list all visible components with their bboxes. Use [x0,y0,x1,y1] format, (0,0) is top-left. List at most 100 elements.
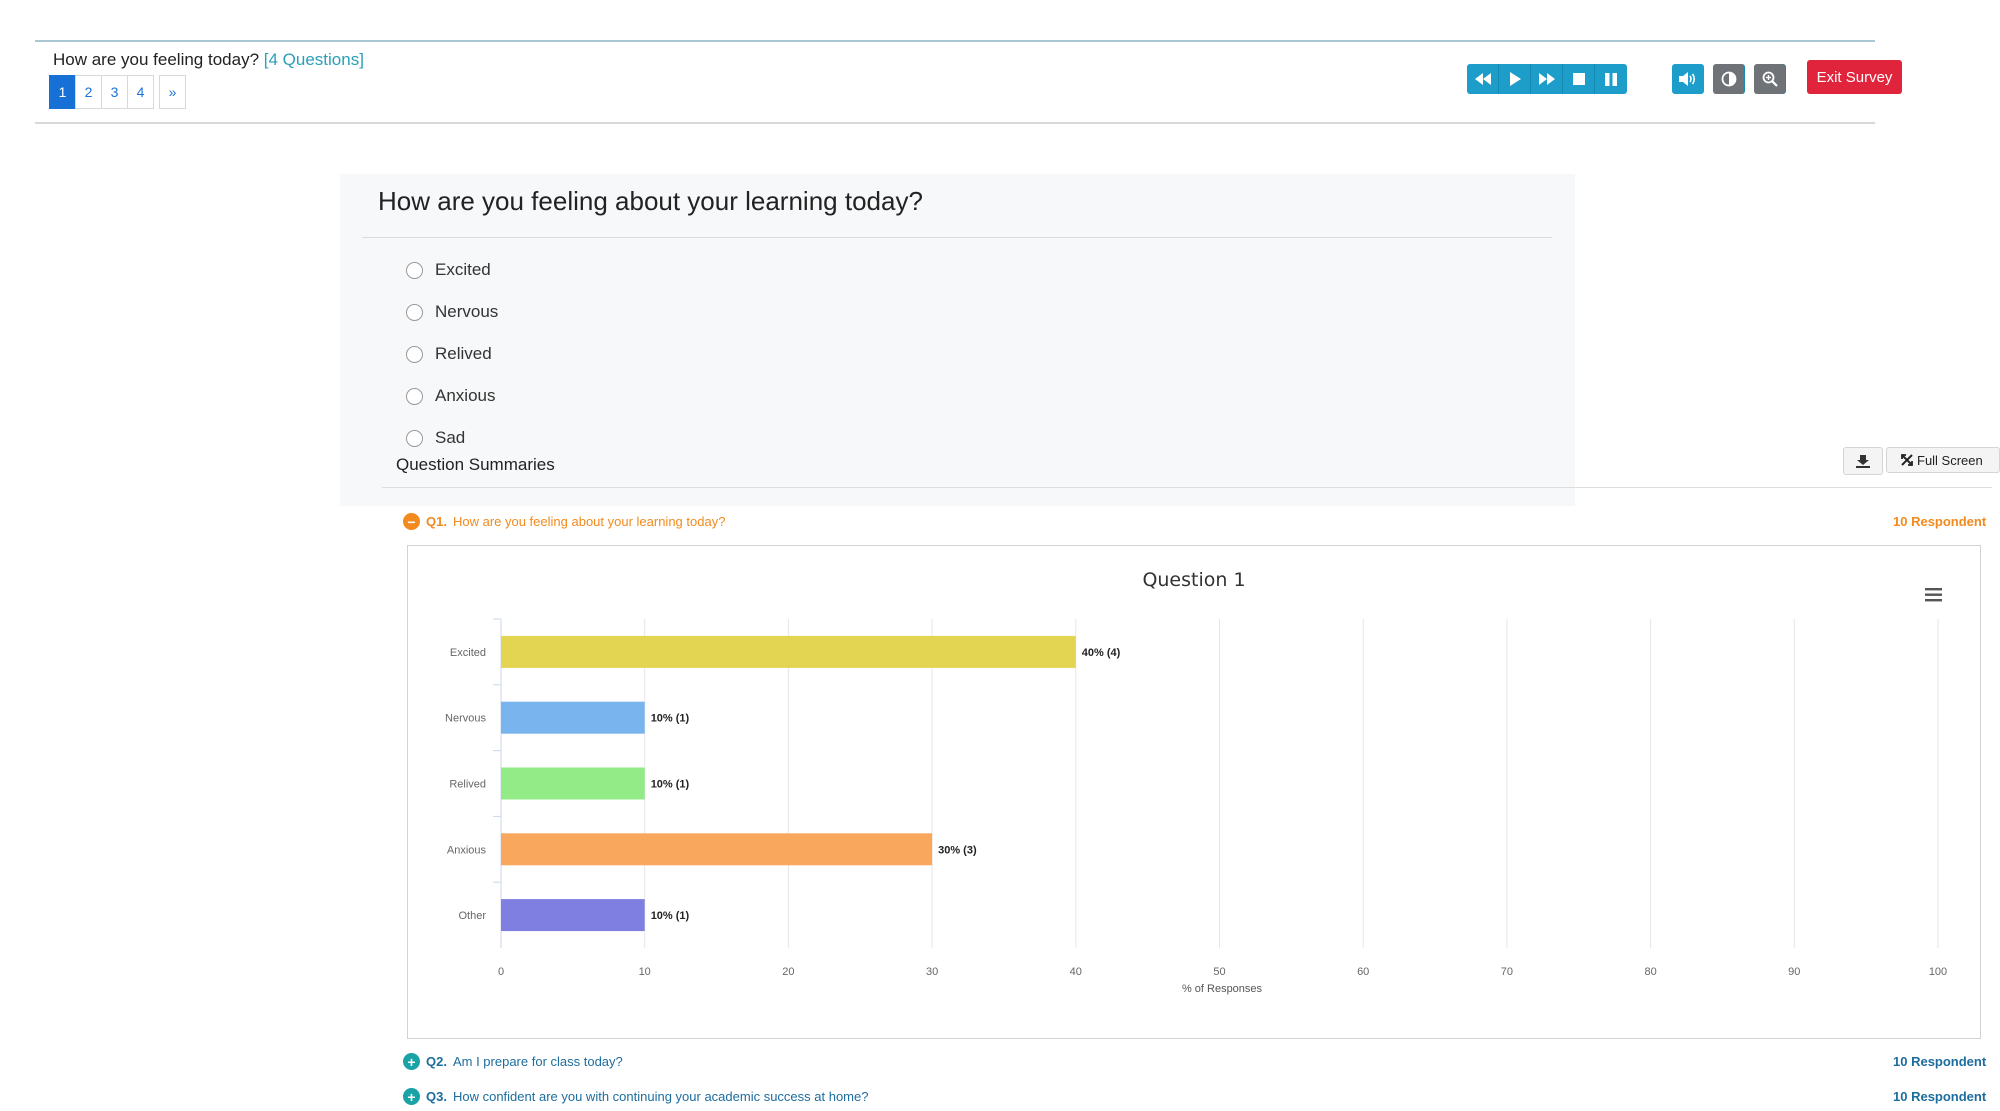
summary-q1-toggle[interactable]: − Q1. How are you feeling about your lea… [403,513,725,530]
fast-forward-icon [1538,73,1555,85]
stop-button[interactable] [1563,64,1595,94]
divider [382,487,1992,488]
chart-title: Question 1 [1142,569,1245,591]
bar-data-label: 10% (1) [651,779,690,791]
rewind-icon [1474,73,1491,85]
summary-q2-toggle[interactable]: + Q2. Am I prepare for class today? [403,1053,623,1070]
pause-button[interactable] [1595,64,1627,94]
fast-forward-button[interactable] [1531,64,1563,94]
collapse-icon: − [403,513,420,530]
option-label: Anxious [435,386,496,405]
bar-chart: Question 1 0 10 20 30 40 50 60 70 80 90 100 % of Res… [445,569,1947,995]
x-tick-label: 10 [639,966,651,978]
rewind-button[interactable] [1467,64,1499,94]
question-heading: How are you feeling about your learning … [378,186,923,216]
contrast-button[interactable] [1713,64,1745,94]
x-tick-label: 30 [926,966,938,978]
radio-button[interactable] [406,387,423,405]
x-tick-label: 90 [1788,966,1800,978]
y-category-label: Relived [449,779,486,791]
volume-button[interactable] [1672,64,1704,94]
chart-container: Question 1 0 10 20 30 40 50 60 70 80 90 100 % of Res… [407,545,1981,1039]
option-relived[interactable]: Relived [406,344,492,364]
x-axis-title: % of Responses [1182,983,1263,995]
x-tick-label: 80 [1644,966,1656,978]
bar [501,701,645,734]
pause-icon [1605,72,1617,86]
download-button[interactable] [1843,447,1883,475]
summary-q2-respondents: 10 Respondent [1893,1054,1987,1069]
x-tick-label: 20 [782,966,794,978]
radio-button[interactable] [406,345,423,363]
full-screen-button[interactable]: Full Screen [1886,447,2000,473]
x-tick-label: 60 [1357,966,1369,978]
pagination: 1 2 3 4 » [49,75,186,109]
expand-plus-icon: + [403,1053,420,1070]
bar-data-label: 10% (1) [651,910,690,922]
x-tick-label: 70 [1501,966,1513,978]
summary-q2-number: Q2. [426,1054,447,1069]
bar [501,899,645,932]
bar-data-label: 10% (1) [651,713,690,725]
volume-icon [1679,72,1696,86]
x-tick-label: 100 [1929,966,1947,978]
option-label: Nervous [435,302,499,321]
stop-icon [1572,73,1585,85]
summary-q1-text: How are you feeling about your learning … [452,514,726,529]
option-label: Excited [435,260,491,279]
download-icon [1856,454,1870,468]
bar [501,767,645,800]
next-page-button[interactable]: » [159,75,186,109]
survey-header: How are you feeling today? [4 Questions]… [35,40,1902,124]
exit-survey-button[interactable]: Exit Survey [1807,60,1902,94]
summary-q3-toggle[interactable]: + Q3. How confident are you with continu… [403,1088,868,1105]
page-4-button[interactable]: 4 [127,75,154,109]
summary-q3-text: How confident are you with continuing yo… [452,1089,869,1104]
bar-data-label: 40% (4) [1082,647,1121,659]
page-2-button[interactable]: 2 [75,75,102,109]
x-tick-label: 50 [1213,966,1225,978]
summary-q3-respondents: 10 Respondent [1893,1089,1987,1104]
bar [501,635,1076,668]
summary-q1-respondents: 10 Respondent [1893,514,1987,529]
x-tick-label: 40 [1070,966,1082,978]
survey-title-text: How are you feeling today? [53,50,260,69]
summary-q3-number: Q3. [426,1089,447,1104]
summaries-title: Question Summaries [396,455,555,474]
playback-toolbar [1467,64,1627,94]
y-category-label: Other [458,910,486,922]
volume-toolbar [1672,64,1704,94]
option-sad[interactable]: Sad [406,428,465,448]
full-screen-label: Full Screen [1917,452,1983,468]
radio-button[interactable] [406,303,423,321]
survey-title: How are you feeling today? [4 Questions] [53,50,364,70]
radio-button[interactable] [406,429,423,447]
bar-data-label: 30% (3) [938,844,977,856]
question-count: [4 Questions] [263,50,364,69]
divider [362,237,1552,238]
page-3-button[interactable]: 3 [101,75,128,109]
zoom-icon [1762,71,1778,87]
option-nervous[interactable]: Nervous [406,302,498,322]
contrast-icon [1721,71,1736,87]
summary-q2-text: Am I prepare for class today? [452,1054,623,1069]
y-category-label: Excited [450,647,486,659]
option-label: Relived [435,344,492,363]
y-category-label: Nervous [445,713,486,725]
option-anxious[interactable]: Anxious [406,386,495,406]
play-button[interactable] [1499,64,1531,94]
x-tick-label: 0 [498,966,504,978]
page-1-button[interactable]: 1 [49,75,76,109]
menu-icon [1925,593,1942,596]
summary-q1-number: Q1. [426,514,447,529]
zoom-button[interactable] [1754,64,1786,94]
play-icon [1509,72,1521,86]
expand-icon [1901,454,1913,466]
expand-plus-icon: + [403,1088,420,1105]
option-excited[interactable]: Excited [406,260,491,280]
y-category-label: Anxious [447,844,487,856]
bar [501,833,933,866]
radio-button[interactable] [406,261,423,279]
option-label: Sad [435,428,466,447]
menu-icon [1925,588,1942,591]
